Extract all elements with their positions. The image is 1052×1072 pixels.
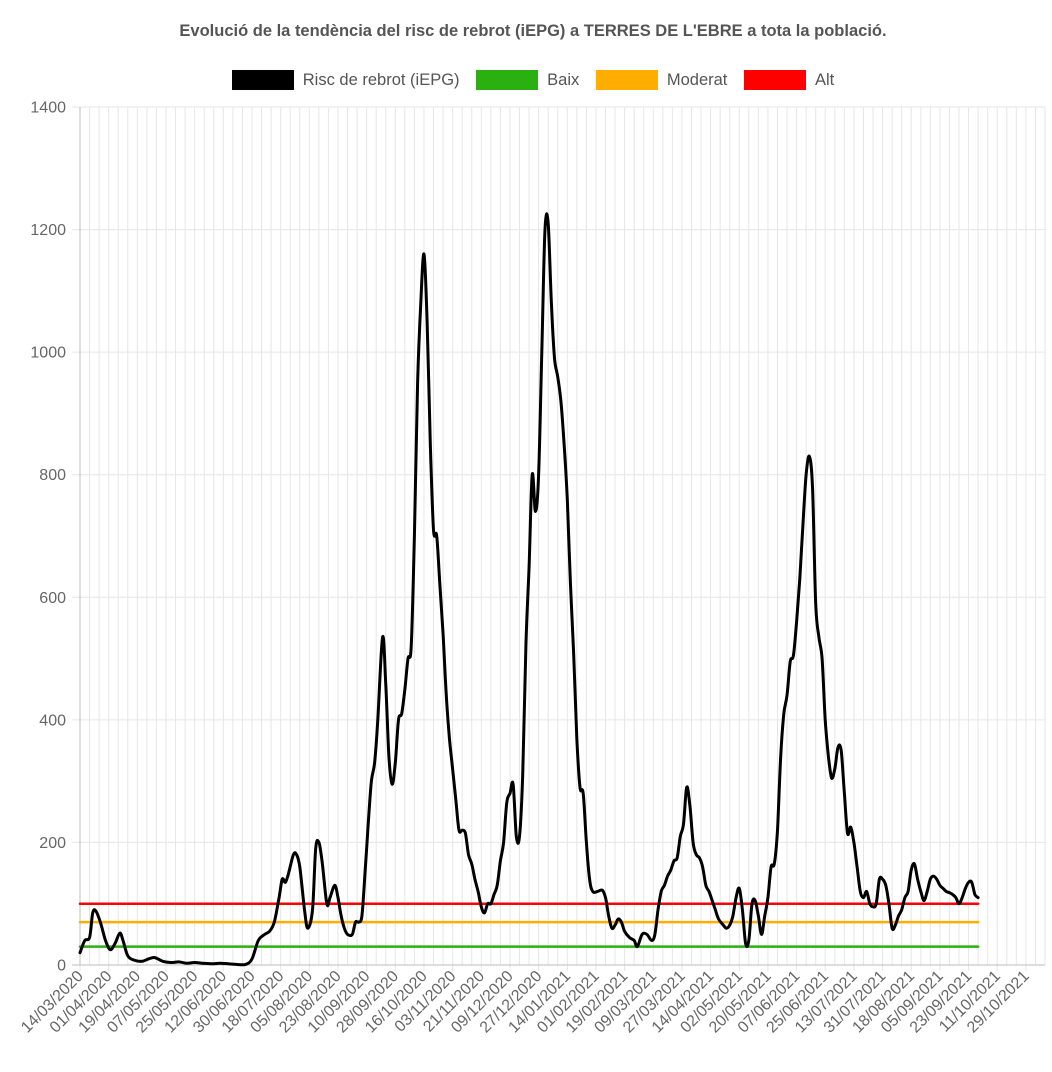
y-tick-label: 600: [39, 590, 66, 607]
legend-swatch-baix: [476, 70, 539, 90]
y-tick-label: 0: [57, 958, 66, 975]
legend-item-alt[interactable]: Alt: [743, 70, 835, 90]
series-line-risc-de-rebrot-iepg: [78, 212, 980, 967]
y-tick-label: 1400: [30, 100, 66, 117]
legend-item-moderat[interactable]: Moderat: [595, 70, 728, 90]
y-tick-label: 200: [39, 835, 66, 852]
legend-label-moderat: Moderat: [666, 70, 728, 89]
legend-label-baix: Baix: [547, 70, 580, 89]
y-tick-label: 400: [39, 712, 66, 729]
y-tick-label: 1200: [30, 222, 66, 239]
legend-swatch-moderat: [595, 70, 658, 90]
legend-swatch-iepg: [231, 70, 294, 90]
legend-item-baix[interactable]: Baix: [476, 70, 579, 90]
legend-swatch-alt: [743, 70, 806, 90]
chart-legend: Risc de rebrot (iEPG) Baix Moderat Alt: [0, 70, 1052, 95]
legend-label-iepg: Risc de rebrot (iEPG): [302, 70, 460, 89]
chart-title: Evolució de la tendència del risc de reb…: [179, 22, 887, 40]
legend-item-iepg[interactable]: Risc de rebrot (iEPG): [231, 70, 460, 90]
legend-label-alt: Alt: [814, 70, 835, 89]
y-tick-label: 1000: [30, 345, 66, 362]
y-tick-label: 800: [39, 467, 66, 484]
